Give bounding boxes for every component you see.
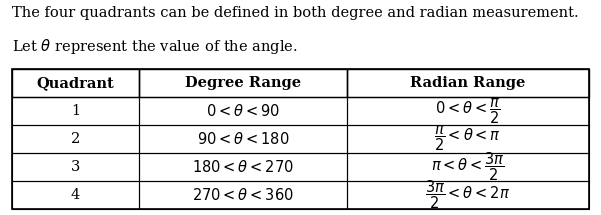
Bar <box>12 125 139 153</box>
Bar <box>347 125 589 153</box>
Bar <box>12 69 139 97</box>
Bar <box>347 69 589 97</box>
Bar <box>12 97 139 125</box>
Text: Quadrant: Quadrant <box>37 76 114 90</box>
Bar <box>139 97 347 125</box>
Bar <box>139 153 347 181</box>
Text: $0 < \theta < \dfrac{\pi}{2}$: $0 < \theta < \dfrac{\pi}{2}$ <box>435 96 501 126</box>
Text: 2: 2 <box>71 132 80 146</box>
Bar <box>139 69 347 97</box>
Text: The four quadrants can be defined in both degree and radian measurement.: The four quadrants can be defined in bot… <box>12 6 579 20</box>
Text: 1: 1 <box>71 104 80 118</box>
Text: $270 < \theta < 360$: $270 < \theta < 360$ <box>192 187 294 203</box>
Bar <box>139 181 347 209</box>
Text: Radian Range: Radian Range <box>410 76 525 90</box>
Bar <box>12 181 139 209</box>
Text: 4: 4 <box>71 187 80 202</box>
Text: $90 < \theta < 180$: $90 < \theta < 180$ <box>197 131 289 147</box>
Text: $180 < \theta < 270$: $180 < \theta < 270$ <box>192 159 294 175</box>
Text: $\dfrac{3\pi}{2} < \theta < 2\pi$: $\dfrac{3\pi}{2} < \theta < 2\pi$ <box>426 178 510 211</box>
Text: $\dfrac{\pi}{2} < \theta < \pi$: $\dfrac{\pi}{2} < \theta < \pi$ <box>435 124 501 154</box>
Bar <box>347 153 589 181</box>
Text: 3: 3 <box>71 160 80 174</box>
Bar <box>347 97 589 125</box>
Text: Degree Range: Degree Range <box>185 76 301 90</box>
Bar <box>12 69 589 209</box>
Bar <box>347 181 589 209</box>
Text: $\pi < \theta < \dfrac{3\pi}{2}$: $\pi < \theta < \dfrac{3\pi}{2}$ <box>431 150 505 183</box>
Bar <box>12 153 139 181</box>
Text: Let $\theta$ represent the value of the angle.: Let $\theta$ represent the value of the … <box>12 37 298 55</box>
Bar <box>139 125 347 153</box>
Text: $0 < \theta < 90$: $0 < \theta < 90$ <box>206 103 279 119</box>
